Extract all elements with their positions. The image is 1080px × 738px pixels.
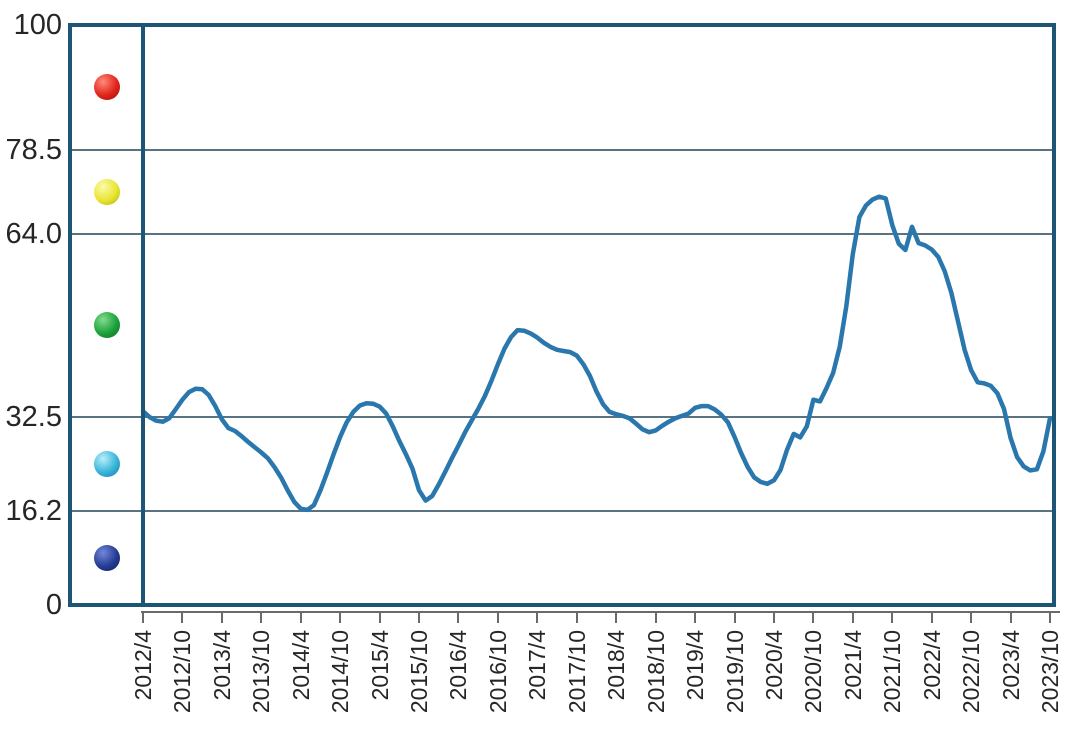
yellow-lamp: [93, 178, 120, 205]
threshold-gridline: [72, 232, 1052, 235]
threshold-gridline: [72, 415, 1052, 418]
x-axis-tick: [891, 613, 894, 623]
index-line: [140, 194, 1053, 513]
x-axis-label: 2014/10: [327, 630, 354, 714]
x-axis-line: [141, 611, 1060, 613]
x-axis-label: 2016/10: [484, 630, 511, 714]
x-axis-tick: [1009, 613, 1012, 623]
x-axis-tick: [812, 613, 815, 623]
x-axis-label: 2022/10: [958, 630, 985, 714]
x-axis-tick: [851, 613, 854, 623]
x-axis-tick: [970, 613, 973, 623]
x-axis-tick: [496, 613, 499, 623]
x-axis-tick: [418, 613, 421, 623]
x-axis-label: 2016/4: [445, 630, 472, 701]
x-axis-label: 2017/10: [563, 630, 590, 714]
x-axis-label: 2013/4: [208, 630, 235, 701]
x-axis-label: 2013/10: [248, 630, 275, 714]
x-axis-tick: [457, 613, 460, 623]
x-axis-tick: [299, 613, 302, 623]
x-axis-label: 2018/4: [603, 630, 630, 701]
x-axis-label: 2017/4: [524, 630, 551, 701]
x-axis-label: 2018/10: [642, 630, 669, 714]
x-axis-tick: [536, 613, 539, 623]
x-axis-label: 2015/4: [366, 630, 393, 701]
x-axis-label: 2021/4: [839, 630, 866, 701]
x-axis-tick: [260, 613, 263, 623]
x-axis-tick: [694, 613, 697, 623]
threshold-gridline: [72, 510, 1052, 513]
light-blue-lamp: [93, 450, 120, 477]
x-axis-label: 2012/10: [169, 630, 196, 714]
x-axis-label: 2020/10: [800, 630, 827, 714]
x-axis-tick: [1049, 613, 1051, 623]
x-axis-tick: [378, 613, 381, 623]
y-axis-label: 0: [45, 589, 62, 621]
x-axis-label: 2014/4: [287, 630, 314, 701]
x-axis-tick: [142, 613, 144, 623]
x-axis-label: 2021/10: [879, 630, 906, 714]
red-lamp: [93, 74, 120, 101]
x-axis-label: 2020/4: [760, 630, 787, 701]
x-axis-label: 2022/4: [918, 630, 945, 701]
y-axis-label: 64.0: [5, 217, 62, 250]
x-axis-tick: [575, 613, 578, 623]
y-axis-label: 100: [13, 9, 62, 41]
y-axis-label: 32.5: [5, 400, 62, 433]
x-axis-label: 2015/10: [406, 630, 433, 714]
y-axis-label: 16.2: [5, 495, 62, 528]
threshold-gridline: [72, 148, 1052, 151]
y-axis-label: 78.5: [5, 133, 62, 166]
x-axis-label: 2019/10: [721, 630, 748, 714]
x-axis-tick: [220, 613, 223, 623]
lamp-column-divider: [141, 27, 145, 603]
x-axis-tick: [615, 613, 618, 623]
green-lamp: [93, 312, 120, 339]
x-axis-tick: [181, 613, 184, 623]
x-axis-tick: [930, 613, 933, 623]
dark-blue-lamp: [93, 545, 120, 572]
x-axis-label: 2012/4: [130, 630, 156, 701]
x-axis-tick: [772, 613, 775, 623]
x-axis-tick: [733, 613, 736, 623]
x-axis-label: 2023/4: [997, 630, 1024, 701]
x-axis-label: 2023/10: [1037, 630, 1063, 714]
chart-frame: [68, 23, 1056, 607]
x-axis-label: 2019/4: [682, 630, 709, 701]
x-axis-tick: [339, 613, 342, 623]
x-axis-tick: [654, 613, 657, 623]
